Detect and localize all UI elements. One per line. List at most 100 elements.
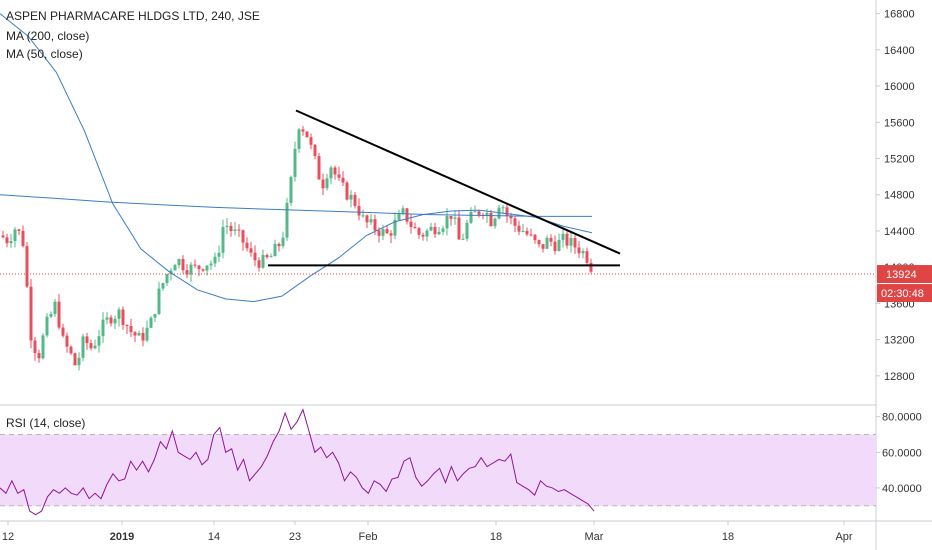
candle-body [401,208,405,214]
candle-body [217,252,221,257]
candle-body [357,205,361,216]
candle-body [345,182,349,200]
candle-body [421,234,425,237]
candle-body [417,228,421,235]
candle-body [505,207,509,216]
candle-body [29,286,33,341]
candle-body [413,226,417,229]
candle-body [269,256,273,258]
candle-body [33,340,37,354]
candle-body [133,332,137,336]
candle-body [289,176,293,203]
candle-body [101,319,105,337]
candle-body [513,218,517,226]
candle-body [73,353,77,366]
candle-body [61,327,65,336]
candle-body [97,336,101,346]
candle-body [437,231,441,235]
candle-body [569,238,573,246]
candle-body [445,216,449,229]
candle-body [197,265,201,270]
price-tick-label: 15600 [884,117,915,129]
candle-body [313,144,317,157]
candle-body [53,301,57,315]
time-tick-label: 2019 [110,531,134,543]
time-tick-label: 23 [289,531,301,543]
candle-body [129,325,133,333]
candle-body [277,243,281,247]
candle-body [109,317,113,324]
candle-body [77,357,81,366]
candle-body [485,212,489,216]
candle-body [397,213,401,220]
candle-body [121,309,125,326]
time-tick-label: Feb [359,531,378,543]
candle-body [549,237,553,242]
candle-body [209,263,213,266]
candle-body [489,212,493,227]
candle-body [501,207,505,209]
candle-body [201,269,205,271]
descending-trendline [295,109,621,255]
candle-body [329,167,333,179]
candle-body [249,248,253,253]
price-tick-label: 14400 [884,226,915,238]
candle-body [257,260,261,268]
ma200-line [0,194,592,217]
last-price-value: 13924 [886,269,917,281]
candle-body [225,225,229,227]
countdown-tag [877,284,932,303]
candle-body [533,234,537,241]
price-tick-label: 16000 [884,81,915,93]
candle-body [161,283,165,289]
price-tick-label: 16800 [884,9,915,21]
candle-body [25,246,29,287]
candle-body [373,219,377,231]
candle-body [457,217,461,240]
candle-body [213,256,217,264]
ma50-legend[interactable]: MA (50, close) [6,47,83,61]
candle-body [21,230,25,247]
candle-body [405,208,409,222]
candle-body [261,254,265,268]
candle-body [49,314,53,317]
time-tick-label: 18 [722,531,734,543]
candle-body [177,259,181,266]
ma200-legend[interactable]: MA (200, close) [6,29,90,43]
candle-body [141,332,145,341]
candle-body [477,211,481,215]
candle-body [145,327,149,341]
symbol-title[interactable]: ASPEN PHARMACARE HLDGS LTD, 240, JSE [6,9,260,23]
candle-body [293,148,297,177]
candle-body [525,230,529,235]
candle-body [429,226,433,231]
candle-body [517,225,521,232]
candle-body [9,241,13,244]
candle-body [1,235,5,238]
last-price-tag [877,265,932,284]
price-tick-label: 12800 [884,371,915,383]
candle-body [441,228,445,232]
candle-body [157,288,161,314]
ma50-line [0,13,593,303]
candle-body [561,233,565,240]
time-tick-label: 18 [490,531,502,543]
candle-body [585,251,589,263]
candle-body [93,345,97,349]
candle-body [337,174,341,178]
time-tick-label: 12 [2,531,14,543]
candle-body [245,242,249,249]
price-tick-label: 14800 [884,190,915,202]
candle-body [85,336,89,344]
candle-body [521,230,525,232]
candle-body [165,274,169,284]
candle-body [69,346,73,354]
rsi-legend[interactable]: RSI (14, close) [6,416,86,430]
candle-body [265,254,269,258]
candle-body [449,216,453,219]
candle-body [385,229,389,234]
candle-body [393,219,397,236]
candle-body [253,252,257,261]
candle-body [333,167,337,175]
